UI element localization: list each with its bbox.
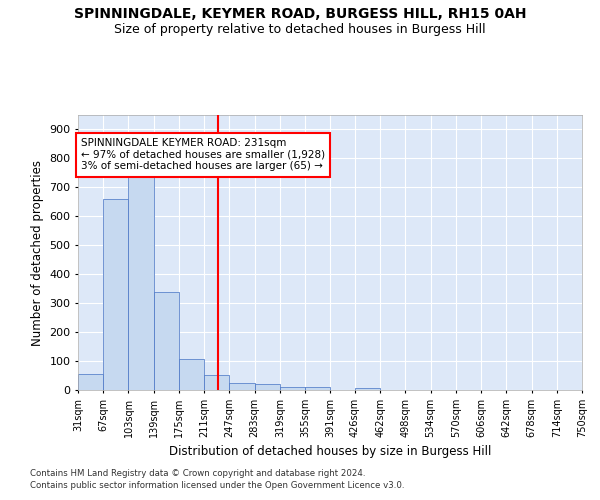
Text: SPINNINGDALE, KEYMER ROAD, BURGESS HILL, RH15 0AH: SPINNINGDALE, KEYMER ROAD, BURGESS HILL,…: [74, 8, 526, 22]
Y-axis label: Number of detached properties: Number of detached properties: [31, 160, 44, 346]
Bar: [305, 388, 331, 390]
Text: Size of property relative to detached houses in Burgess Hill: Size of property relative to detached ho…: [114, 22, 486, 36]
Text: Contains public sector information licensed under the Open Government Licence v3: Contains public sector information licen…: [30, 481, 404, 490]
Text: SPINNINGDALE KEYMER ROAD: 231sqm
← 97% of detached houses are smaller (1,928)
3%: SPINNINGDALE KEYMER ROAD: 231sqm ← 97% o…: [81, 138, 325, 172]
Bar: [280, 386, 305, 390]
Bar: [254, 384, 280, 390]
Bar: [229, 383, 254, 390]
Bar: [128, 173, 154, 390]
Text: Contains HM Land Registry data © Crown copyright and database right 2024.: Contains HM Land Registry data © Crown c…: [30, 468, 365, 477]
Bar: [179, 358, 204, 390]
Bar: [154, 292, 179, 390]
X-axis label: Distribution of detached houses by size in Burgess Hill: Distribution of detached houses by size …: [169, 446, 491, 458]
Bar: [204, 374, 229, 390]
Bar: [78, 374, 103, 390]
Bar: [355, 388, 380, 390]
Bar: [103, 199, 128, 390]
